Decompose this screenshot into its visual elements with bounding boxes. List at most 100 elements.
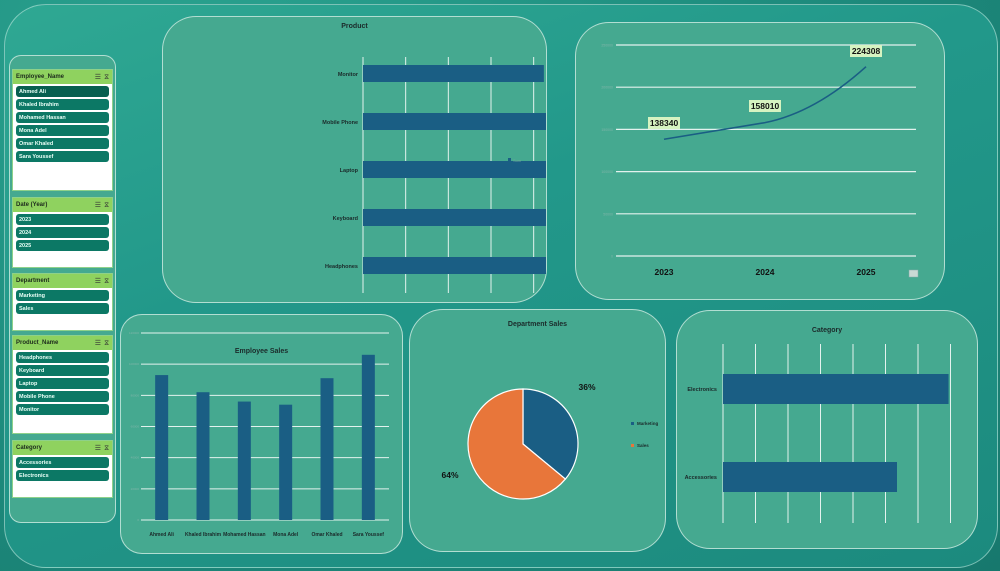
category-label: Electronics bbox=[687, 387, 717, 393]
clear-filter-icon[interactable]: ⧖ bbox=[104, 73, 109, 81]
category-chart: Electronics Accessories bbox=[685, 344, 951, 523]
legend-swatch bbox=[631, 422, 634, 425]
product-bar[interactable] bbox=[363, 65, 544, 82]
employee-sales-bar[interactable] bbox=[155, 375, 169, 520]
clear-filter-icon[interactable]: ⧖ bbox=[104, 277, 109, 285]
slicer-item[interactable]: Electronics bbox=[16, 470, 109, 481]
category-bar[interactable] bbox=[723, 462, 897, 492]
data-label-box bbox=[850, 45, 882, 57]
employee-sales-bar[interactable] bbox=[196, 392, 210, 520]
y-tick-label: 100000 bbox=[129, 362, 139, 366]
slicer-item[interactable]: Headphones bbox=[16, 352, 109, 363]
y-tick-label: 250000 bbox=[601, 44, 613, 48]
slicer-item[interactable]: 2024 bbox=[16, 227, 109, 238]
category-bar[interactable] bbox=[723, 374, 949, 404]
slicer-icon-group: ☰ ⧖ bbox=[95, 202, 109, 209]
pie-slice-sales[interactable] bbox=[467, 388, 567, 500]
y-tick-label: 200000 bbox=[601, 86, 613, 90]
slicer-icon-group: ☰ ⧖ bbox=[95, 340, 109, 347]
employee-name-label: Mohamed Hassan bbox=[223, 532, 266, 538]
slicer-item[interactable]: Mona Adel bbox=[16, 125, 109, 136]
product-bar[interactable] bbox=[363, 161, 546, 178]
product-bar[interactable] bbox=[363, 113, 546, 130]
slicer-item[interactable]: Marketing bbox=[16, 290, 109, 301]
y-tick-label: 40000 bbox=[131, 456, 140, 460]
employee-sales-bar[interactable] bbox=[320, 378, 334, 520]
multi-select-icon[interactable]: ☰ bbox=[94, 339, 102, 347]
data-label: 224308 bbox=[852, 46, 881, 56]
slicer-title: Employee_Name bbox=[16, 74, 65, 80]
slicer-item[interactable]: Accessories bbox=[16, 457, 109, 468]
yearly-sales-chart-panel[interactable]: 0 50000 100000 150000 200000 250000 138340 1580… bbox=[575, 22, 945, 300]
multi-select-icon[interactable]: ☰ bbox=[94, 444, 102, 452]
employee-name-label: Sara Youssef bbox=[353, 532, 385, 538]
pie-legend-label: Marketing bbox=[637, 421, 659, 426]
x-tick-label: 2024 bbox=[756, 267, 775, 277]
slicer-item[interactable]: Sara Youssef bbox=[16, 151, 109, 162]
slicer-item[interactable]: Laptop bbox=[16, 378, 109, 389]
slicer-department: Department ☰ ⧖ Marketing Sales bbox=[12, 273, 113, 331]
product-bar[interactable] bbox=[363, 209, 546, 226]
slicer-category: Category ☰ ⧖ Accessories Electronics bbox=[12, 440, 113, 498]
employee-name-label: Omar Khaled bbox=[311, 532, 342, 538]
y-tick-label: 0 bbox=[137, 518, 139, 522]
slicer-item[interactable]: 2023 bbox=[16, 214, 109, 225]
clear-filter-icon[interactable]: ⧖ bbox=[104, 201, 109, 209]
slicer-item[interactable]: Keyboard bbox=[16, 365, 109, 376]
y-tick-label: 0 bbox=[611, 255, 613, 259]
data-label: 158010 bbox=[751, 101, 780, 111]
yearly-sales-chart: 0 50000 100000 150000 200000 250000 138340 1580… bbox=[601, 44, 919, 278]
clear-filter-icon[interactable]: ⧖ bbox=[104, 444, 109, 452]
y-tick-label: 80000 bbox=[131, 393, 140, 397]
pie-legend-label: Sales bbox=[637, 443, 649, 448]
slicer-title: Date (Year) bbox=[16, 202, 48, 208]
employee-sales-title: Employee Sales bbox=[234, 348, 289, 355]
product-chart: Monitor Mobile Phone Laptop Keyboard Headpho… bbox=[322, 57, 546, 293]
multi-select-icon[interactable]: ☰ bbox=[94, 73, 102, 81]
slicer-title: Category bbox=[16, 445, 43, 451]
slicer-header: Product_Name ☰ ⧖ bbox=[13, 336, 112, 350]
slicer-item[interactable]: Omar Khaled bbox=[16, 138, 109, 149]
employee-sales-bar[interactable] bbox=[361, 354, 375, 520]
multi-select-icon[interactable]: ☰ bbox=[94, 201, 102, 209]
category-chart-title: Category bbox=[811, 327, 843, 334]
slicer-date-year-: Date (Year) ☰ ⧖ 2023 2024 2025 bbox=[12, 197, 113, 268]
legend-swatch bbox=[508, 158, 511, 161]
slicer-header: Category ☰ ⧖ bbox=[13, 441, 112, 455]
product-chart-panel[interactable]: Product Monitor Mobile Phone Laptop Keyboar… bbox=[162, 16, 547, 303]
product-legend-label: Sum bbox=[513, 158, 522, 163]
department-sales-panel[interactable]: Department Sales 36% 64% Marketing Sales bbox=[409, 309, 666, 552]
product-category-label: Monitor bbox=[338, 72, 359, 78]
y-tick-label: 150000 bbox=[601, 128, 613, 132]
slicer-icon-group: ☰ ⧖ bbox=[95, 445, 109, 452]
slicer-item[interactable]: 2025 bbox=[16, 240, 109, 251]
slicer-item[interactable]: Mobile Phone bbox=[16, 391, 109, 402]
slicer-header: Date (Year) ☰ ⧖ bbox=[13, 198, 112, 212]
employee-name-label: Ahmed Ali bbox=[149, 532, 174, 538]
slicer-item[interactable]: Monitor bbox=[16, 404, 109, 415]
product-category-label: Laptop bbox=[340, 168, 359, 174]
slicer-product-name: Product_Name ☰ ⧖ Headphones Keyboard Laptop Mo… bbox=[12, 335, 113, 434]
slicer-item[interactable]: Khaled Ibrahim bbox=[16, 99, 109, 110]
data-label-box bbox=[648, 117, 680, 129]
y-tick-label: 60000 bbox=[131, 425, 140, 429]
product-bar[interactable] bbox=[363, 257, 546, 274]
sales-line[interactable] bbox=[663, 66, 867, 141]
multi-select-icon[interactable]: ☰ bbox=[94, 277, 102, 285]
data-label: 138340 bbox=[650, 118, 679, 128]
employee-sales-bar[interactable] bbox=[279, 404, 293, 520]
product-category-label: Mobile Phone bbox=[322, 120, 358, 126]
department-sales-chart: 36% 64% Marketing Sales bbox=[441, 382, 659, 500]
slicer-item[interactable]: Sales bbox=[16, 303, 109, 314]
y-tick-label: 120000 bbox=[129, 331, 139, 335]
category-chart-panel[interactable]: Category Electronics Accessories bbox=[676, 310, 978, 549]
slicer-item[interactable]: Mohamed Hassan bbox=[16, 112, 109, 123]
slicer-item[interactable]: Ahmed Ali bbox=[16, 86, 109, 97]
clear-filter-icon[interactable]: ⧖ bbox=[104, 339, 109, 347]
chart-filter-button[interactable] bbox=[908, 269, 919, 278]
employee-sales-panel[interactable]: Employee Sales 0 20000 40000 60000 80000 1000… bbox=[120, 314, 403, 554]
employee-sales-bar[interactable] bbox=[237, 401, 251, 520]
employee-name-label: Khaled Ibrahim bbox=[185, 532, 222, 538]
pie-slice-marketing[interactable] bbox=[522, 388, 579, 480]
product-category-label: Headphones bbox=[325, 264, 358, 270]
